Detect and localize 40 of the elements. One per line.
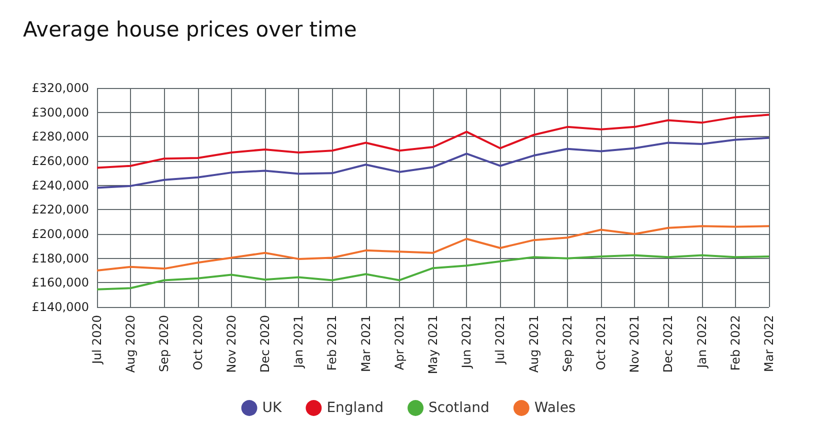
y-tick-label: £200,000 bbox=[32, 227, 89, 241]
x-tick-label: Aug 2020 bbox=[124, 315, 138, 373]
x-tick-label: Jan 2022 bbox=[694, 315, 709, 369]
x-tick-label: Nov 2021 bbox=[628, 315, 642, 373]
x-tick-label: Sep 2020 bbox=[157, 315, 172, 372]
x-tick-label: Dec 2020 bbox=[258, 315, 272, 373]
y-tick-label: £180,000 bbox=[32, 251, 89, 266]
line-series bbox=[96, 225, 770, 272]
y-tick-label: £320,000 bbox=[32, 81, 89, 95]
x-tick-label: Nov 2020 bbox=[224, 315, 238, 373]
y-tick-label: £140,000 bbox=[32, 300, 89, 314]
legend-label: UK bbox=[262, 400, 283, 416]
y-tick-label: £160,000 bbox=[32, 276, 89, 290]
line-series bbox=[96, 254, 770, 290]
x-tick-label: Jun 2021 bbox=[460, 315, 474, 370]
x-tick-label: Sep 2021 bbox=[560, 315, 574, 372]
legend-label: Scotland bbox=[428, 400, 490, 416]
x-tick-label: Mar 2021 bbox=[358, 315, 373, 372]
x-tick-label: Dec 2021 bbox=[661, 315, 676, 373]
y-tick-label: £280,000 bbox=[32, 130, 89, 144]
legend-label: England bbox=[326, 400, 384, 416]
legend-label: Wales bbox=[534, 400, 576, 416]
y-tick-label: £220,000 bbox=[32, 202, 89, 217]
x-tick-label: Oct 2020 bbox=[190, 315, 205, 370]
x-tick-label: May 2021 bbox=[426, 315, 440, 374]
y-tick-label: £260,000 bbox=[32, 154, 89, 168]
y-tick-label: £300,000 bbox=[32, 105, 89, 120]
x-tick-label: Aug 2021 bbox=[526, 315, 541, 373]
chart-title: Average house prices over time bbox=[23, 18, 357, 42]
y-tick-label: £240,000 bbox=[32, 178, 89, 192]
x-tick-label: Oct 2021 bbox=[594, 315, 608, 370]
line-series bbox=[96, 114, 770, 169]
x-tick-label: Jul 2020 bbox=[90, 315, 104, 365]
x-tick-label: Mar 2022 bbox=[762, 315, 776, 372]
x-tick-label: Feb 2021 bbox=[325, 315, 340, 371]
x-tick-label: Feb 2022 bbox=[728, 315, 742, 371]
line-series bbox=[96, 136, 770, 189]
x-tick-label: Apr 2021 bbox=[392, 315, 406, 370]
x-tick-label: Jul 2021 bbox=[493, 315, 508, 365]
x-tick-label: Jan 2021 bbox=[292, 315, 306, 369]
